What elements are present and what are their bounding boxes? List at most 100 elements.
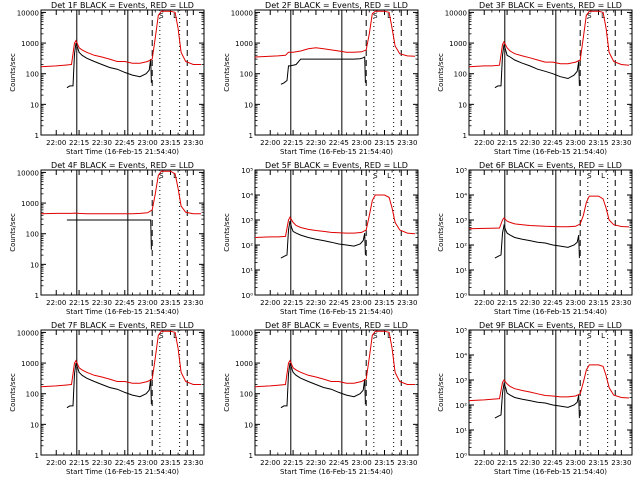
plot-frame	[254, 329, 419, 456]
x-tick-label: 23:15	[374, 299, 394, 307]
panel-7: Det 7F BLACK = Events, RED = LLD 1 10 100 10…	[9, 321, 205, 476]
series-black-line	[66, 42, 152, 89]
event-marker-label: S	[159, 12, 164, 20]
y-tick-label: 100	[26, 231, 39, 239]
y-tick-label: 10⁴	[455, 192, 467, 200]
y-axis-label: Counts/sec	[223, 53, 231, 92]
x-tick-label: 22:30	[92, 299, 112, 307]
panel-title: Det 7F BLACK = Events, RED = LLD	[51, 321, 194, 330]
series-red-line	[469, 195, 630, 230]
series-black-line	[280, 362, 366, 409]
event-marker-label: L	[387, 332, 391, 340]
y-tick-label: 1	[463, 132, 467, 140]
event-marker-label: L	[173, 12, 177, 20]
x-tick-label: 22:30	[306, 139, 326, 147]
x-axis-label: Start Time (16-Feb-15 21:54:40)	[494, 308, 607, 316]
plot-frame	[468, 169, 633, 296]
x-tick-label: 22:45	[543, 459, 563, 467]
x-tick-label: 22:15	[497, 139, 517, 147]
x-tick-label: 22:00	[474, 139, 494, 147]
series-red-line	[469, 364, 630, 402]
plot-frame	[468, 329, 633, 456]
event-marker-label: S	[587, 172, 592, 180]
panel-title: Det 1F BLACK = Events, RED = LLD	[51, 1, 194, 10]
x-tick-label: 22:00	[260, 139, 280, 147]
y-tick-label: 10³	[241, 217, 253, 225]
x-tick-label: 22:45	[329, 459, 349, 467]
panel-title: Det 8F BLACK = Events, RED = LLD	[265, 321, 408, 330]
x-tick-label: 22:45	[543, 299, 563, 307]
series-black-line	[280, 56, 366, 85]
x-tick-label: 22:45	[329, 139, 349, 147]
x-tick-label: 23:00	[352, 139, 372, 147]
x-tick-label: 23:30	[611, 459, 631, 467]
x-tick-label: 23:00	[566, 459, 586, 467]
series-red-line	[255, 330, 415, 388]
panel-6: Det 6F BLACK = Events, RED = LLD 10⁰ 10¹ 10…	[437, 161, 633, 316]
x-tick-label: 22:30	[306, 459, 326, 467]
x-tick-label: 23:00	[138, 459, 158, 467]
y-tick-label: 1000	[21, 360, 39, 368]
x-tick-label: 23:30	[611, 139, 631, 147]
series-red-line	[41, 10, 201, 68]
y-tick-label: 1	[249, 132, 253, 140]
event-marker-label: L	[173, 332, 177, 340]
x-tick-label: 22:15	[497, 299, 517, 307]
x-axis-label: Start Time (16-Feb-15 21:54:40)	[66, 468, 179, 476]
x-tick-label: 23:30	[183, 299, 203, 307]
y-tick-label: 10¹	[241, 267, 253, 275]
y-tick-label: 1	[249, 452, 253, 460]
y-tick-label: 10⁴	[241, 192, 253, 200]
x-tick-label: 22:30	[520, 139, 540, 147]
x-tick-label: 23:15	[588, 299, 608, 307]
y-tick-label: 10¹	[455, 427, 467, 435]
panel-title: Det 6F BLACK = Events, RED = LLD	[479, 161, 622, 170]
x-axis-label: Start Time (16-Feb-15 21:54:40)	[280, 148, 393, 156]
y-tick-label: 10	[244, 101, 253, 109]
x-tick-label: 22:15	[497, 459, 517, 467]
x-tick-label: 23:00	[138, 139, 158, 147]
series-black-line	[66, 219, 152, 250]
y-axis-label: Counts/sec	[9, 373, 17, 412]
series-black-line	[494, 382, 580, 419]
y-tick-label: 10²	[241, 242, 253, 250]
x-tick-label: 23:00	[352, 459, 372, 467]
x-tick-label: 22:45	[115, 459, 135, 467]
y-tick-label: 10000	[231, 9, 253, 17]
x-axis-label: Start Time (16-Feb-15 21:54:40)	[494, 468, 607, 476]
y-tick-label: 100	[26, 391, 39, 399]
y-tick-label: 10	[244, 421, 253, 429]
y-tick-label: 1000	[449, 40, 467, 48]
x-tick-label: 22:00	[260, 459, 280, 467]
x-tick-label: 23:00	[566, 139, 586, 147]
y-tick-label: 10³	[455, 217, 467, 225]
panel-9: Det 9F BLACK = Events, RED = LLD 10⁰ 10¹ 10…	[437, 321, 633, 476]
x-tick-label: 23:30	[397, 139, 417, 147]
x-tick-label: 22:00	[46, 299, 66, 307]
y-tick-label: 10000	[17, 329, 39, 337]
panel-1: Det 1F BLACK = Events, RED = LLD 1 10 100 10…	[9, 1, 205, 156]
x-tick-label: 22:15	[283, 139, 303, 147]
series-red-line	[255, 10, 416, 58]
y-tick-label: 10	[30, 101, 39, 109]
series-red-line	[469, 10, 630, 68]
y-axis-label: Counts/sec	[9, 53, 17, 92]
x-tick-label: 23:30	[397, 459, 417, 467]
x-tick-label: 22:15	[69, 139, 89, 147]
y-tick-label: 10	[458, 101, 467, 109]
y-tick-label: 10000	[17, 9, 39, 17]
y-tick-label: 10⁰	[455, 292, 467, 300]
x-tick-label: 23:15	[588, 459, 608, 467]
series-black-line	[494, 223, 580, 259]
event-marker-label: S	[373, 332, 378, 340]
x-tick-label: 23:15	[374, 139, 394, 147]
event-marker-label: L	[387, 12, 391, 20]
y-tick-label: 10000	[231, 329, 253, 337]
event-marker-label: S	[587, 332, 592, 340]
event-marker-label: S	[159, 172, 164, 180]
y-tick-label: 100	[240, 71, 253, 79]
y-tick-label: 1	[35, 452, 39, 460]
x-tick-label: 23:15	[160, 299, 180, 307]
x-tick-label: 23:15	[374, 459, 394, 467]
